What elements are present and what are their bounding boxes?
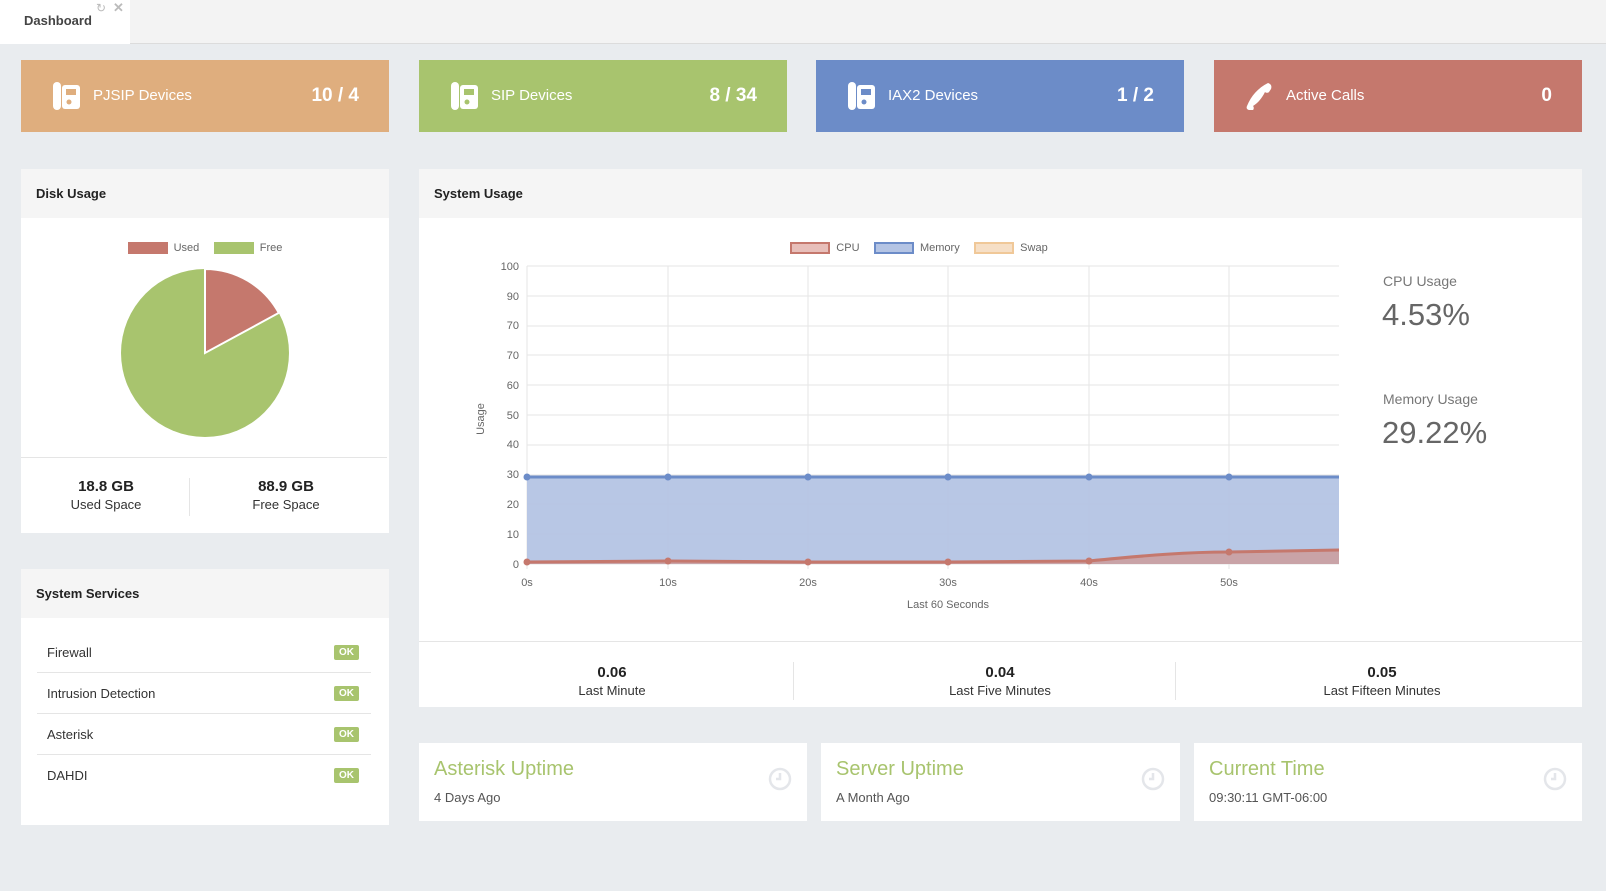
panel-title: System Usage [419, 169, 1582, 218]
tile-value: 0 [1541, 85, 1552, 106]
svg-text:0s: 0s [521, 577, 533, 589]
service-row: Asterisk OK [37, 714, 371, 755]
desk-phone-icon [848, 82, 875, 110]
service-row: Firewall OK [37, 632, 371, 673]
svg-text:30: 30 [507, 469, 519, 481]
free-space-stat: 88.9 GB Free Space [252, 478, 320, 512]
svg-text:70: 70 [507, 320, 519, 332]
tile-value: 10 / 4 [311, 85, 359, 106]
svg-text:60: 60 [507, 380, 519, 392]
svg-text:40: 40 [507, 439, 519, 451]
legend-item-swap[interactable]: Swap [974, 242, 1048, 254]
svg-text:10: 10 [507, 529, 519, 541]
disk-stats: 18.8 GB Used Space 88.9 GB Free Space [21, 457, 387, 537]
current-time-card: Current Time 09:30:11 GMT-06:00 [1194, 743, 1582, 821]
tab-label: Dashboard [24, 13, 92, 28]
svg-text:20s: 20s [799, 577, 817, 589]
status-badge: OK [334, 768, 359, 783]
desk-phone-icon [53, 82, 80, 110]
clock-icon [1543, 767, 1567, 791]
disk-usage-panel: Disk Usage Used Free 18.8 GB Used Space … [21, 169, 389, 533]
tile-value: 8 / 34 [709, 85, 757, 106]
svg-text:30s: 30s [939, 577, 957, 589]
top-tab-bar: Dashboard ↻ ✕ [0, 0, 1606, 44]
svg-text:100: 100 [501, 261, 519, 273]
legend-item-free[interactable]: Free [213, 242, 282, 254]
legend-item-memory[interactable]: Memory [873, 242, 960, 254]
memory-usage-value: 29.22% [1382, 415, 1488, 450]
svg-text:Last 60 Seconds: Last 60 Seconds [907, 599, 989, 611]
disk-pie-chart [121, 268, 289, 437]
load-stat: 0.06 Last Minute [578, 664, 646, 698]
status-badge: OK [334, 686, 359, 701]
tile-label: SIP Devices [491, 87, 573, 104]
tile-sip-devices[interactable]: SIP Devices 8 / 34 [419, 60, 787, 132]
chart-legend: CPU Memory Swap [419, 241, 1419, 259]
svg-text:40s: 40s [1080, 577, 1098, 589]
tile-label: IAX2 Devices [888, 87, 979, 104]
tile-label: Active Calls [1286, 87, 1365, 104]
cpu-usage-label: CPU Usage [1383, 273, 1457, 289]
legend-item-used[interactable]: Used [127, 242, 199, 254]
system-services-panel: System Services Firewall OK Intrusion De… [21, 569, 389, 825]
tile-value: 1 / 2 [1117, 85, 1154, 106]
phone-handset-icon [1246, 83, 1272, 110]
tile-active-calls[interactable]: Active Calls 0 [1214, 60, 1582, 132]
clock-icon [1141, 767, 1165, 791]
service-row: Intrusion Detection OK [37, 673, 371, 714]
system-usage-panel: System Usage CPU Memory Swap 100 90 70 70 6… [419, 169, 1582, 707]
svg-text:70: 70 [507, 350, 519, 362]
svg-text:0: 0 [513, 559, 519, 571]
tile-label: PJSIP Devices [93, 87, 192, 104]
server-uptime-card: Server Uptime A Month Ago [821, 743, 1180, 821]
asterisk-uptime-card: Asterisk Uptime 4 Days Ago [419, 743, 807, 821]
status-badge: OK [334, 727, 359, 742]
chart-legend: Used Free [21, 241, 389, 259]
panel-title: System Services [21, 569, 389, 618]
svg-text:Usage: Usage [475, 403, 487, 435]
legend-item-cpu[interactable]: CPU [790, 242, 860, 254]
svg-text:50: 50 [507, 410, 519, 422]
used-space-stat: 18.8 GB Used Space [70, 478, 142, 512]
service-row: DAHDI OK [37, 755, 371, 796]
status-badge: OK [334, 645, 359, 660]
svg-text:90: 90 [507, 291, 519, 303]
tab-dashboard[interactable]: Dashboard ↻ ✕ [0, 0, 130, 44]
load-stat: 0.04 Last Five Minutes [949, 664, 1051, 698]
tile-iax2-devices[interactable]: IAX2 Devices 1 / 2 [816, 60, 1184, 132]
close-icon[interactable]: ✕ [113, 0, 124, 15]
load-average-stats: 0.06 Last Minute 0.04 Last Five Minutes … [419, 641, 1582, 721]
memory-usage-label: Memory Usage [1383, 391, 1478, 407]
clock-icon [768, 767, 792, 791]
panel-title: Disk Usage [21, 169, 389, 218]
svg-text:10s: 10s [659, 577, 677, 589]
cpu-usage-value: 4.53% [1382, 297, 1470, 332]
refresh-icon[interactable]: ↻ [96, 1, 107, 15]
load-stat: 0.05 Last Fifteen Minutes [1323, 664, 1441, 698]
svg-text:50s: 50s [1220, 577, 1238, 589]
svg-text:20: 20 [507, 499, 519, 511]
desk-phone-icon [451, 82, 478, 110]
tile-pjsip-devices[interactable]: PJSIP Devices 10 / 4 [21, 60, 389, 132]
